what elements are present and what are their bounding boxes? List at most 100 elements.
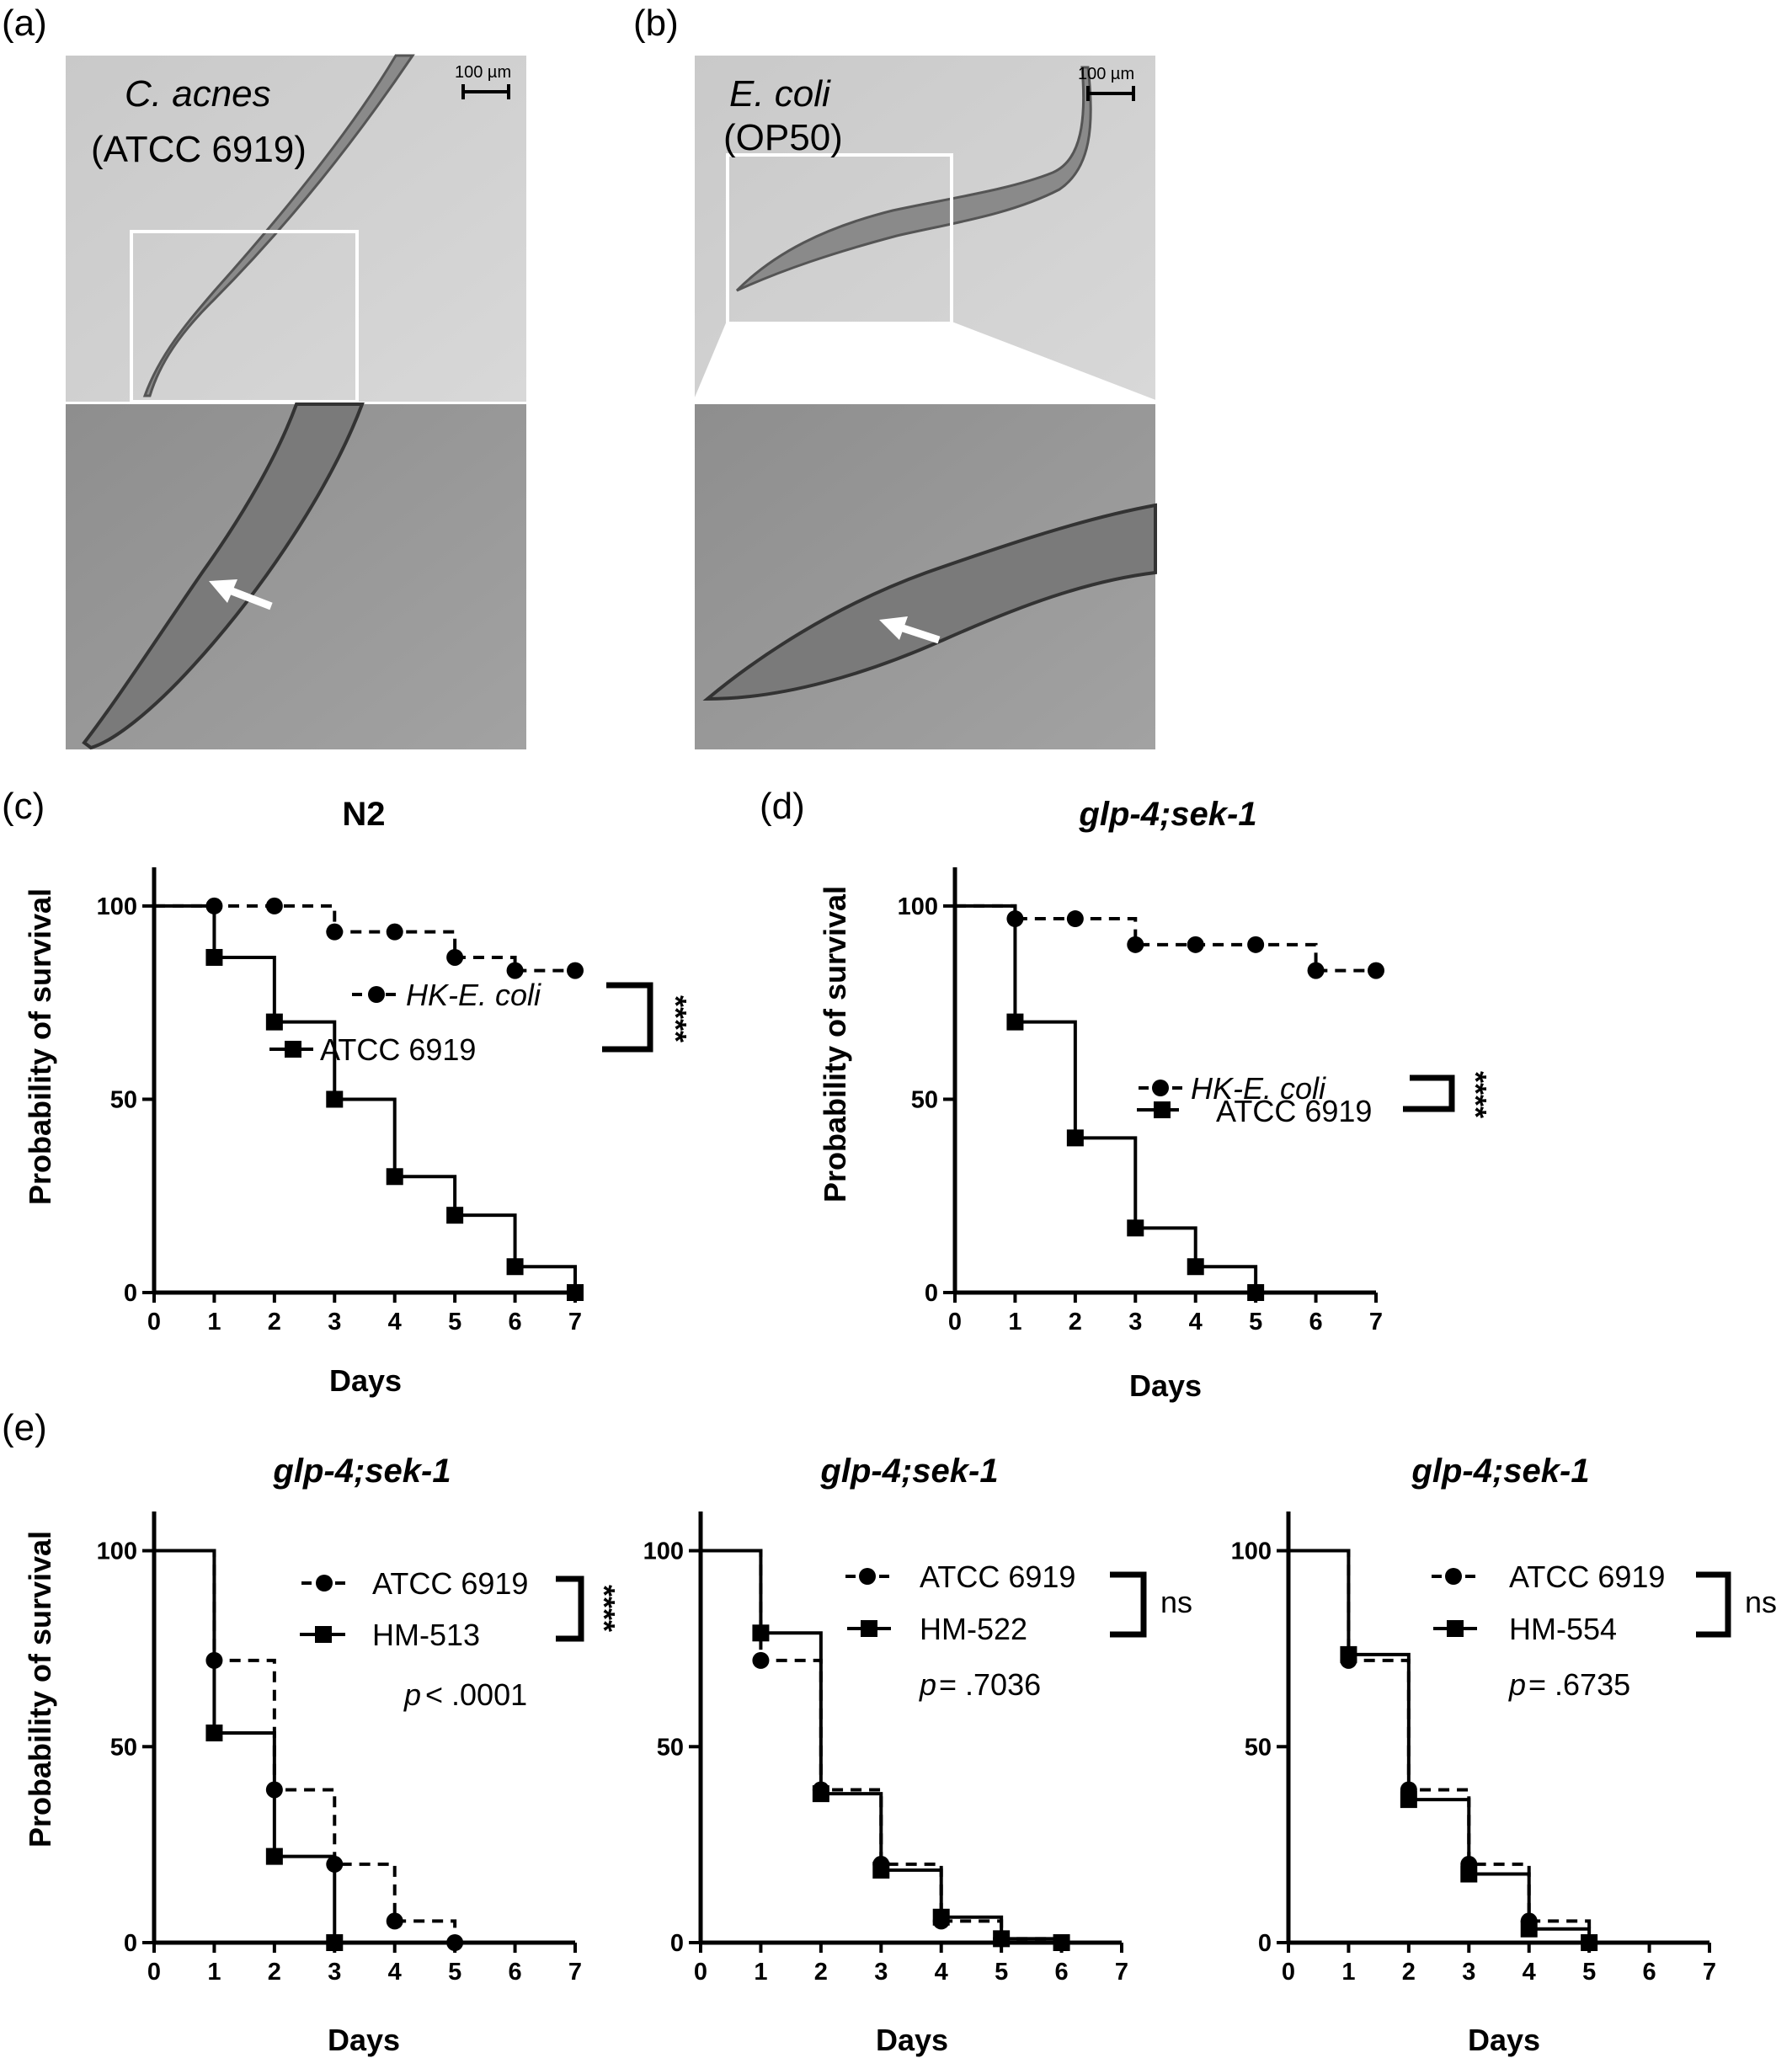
point-c-1-7 [567, 1284, 584, 1301]
x-tick-label-c-7: 7 [568, 1309, 582, 1336]
y-tick-label-e1-0: 0 [124, 1930, 137, 1957]
scale-bar-b: 100 µm [1078, 65, 1135, 101]
chart-e2-legend: ATCC 6919 HM-522 p = .7036 ns [845, 1559, 1192, 1702]
point-e2-1-4 [932, 1908, 950, 1926]
scale-bar-a: 100 µm [455, 63, 511, 99]
y-tick-label-e2-100: 100 [643, 1538, 684, 1565]
legend-e2-item-1: HM-522 [847, 1612, 1027, 1646]
point-c-1-3 [326, 1090, 344, 1108]
legend-e3-item-0: ATCC 6919 [1432, 1559, 1665, 1594]
legend-e2-item-0: ATCC 6919 [845, 1559, 1075, 1594]
chart-c-ylabel: Probability of survival [23, 888, 57, 1205]
chart-d-title: glp-4;sek-1 [1078, 796, 1256, 833]
y-tick-label-e3-50: 50 [1245, 1734, 1272, 1761]
point-e3-1-5 [1581, 1934, 1598, 1951]
chart-e3-plot: 0 1 2 3 4 5 6 7 0 50 100 [1231, 1512, 1716, 1986]
chart-e2: glp-4;sek-1 Days 0 1 2 3 4 5 6 7 0 50 100 ATCC 691… [643, 1453, 1192, 2057]
series-line-e2-1 [701, 1549, 1064, 1943]
worm-b-bottom [702, 503, 1157, 701]
point-d-1-3 [1127, 1219, 1144, 1237]
y-tick-label-e2-50: 50 [657, 1734, 684, 1761]
legend-e3-label-0: ATCC 6919 [1509, 1559, 1665, 1594]
y-tick-label-e1-50: 50 [110, 1734, 137, 1761]
point-e2-1-5 [993, 1930, 1011, 1948]
chart-c: (c) N2 Probability of survival Days 0 1 2 3… [2, 786, 693, 1398]
bracket-e1 [556, 1575, 584, 1642]
micrograph-a-title-line2: (ATCC 6919) [91, 129, 307, 170]
point-c-0-7 [567, 962, 584, 979]
chart-e1-title: glp-4;sek-1 [272, 1453, 451, 1490]
x-tick-label-e3-1: 1 [1341, 1959, 1355, 1986]
y-tick-label-d-100: 100 [898, 893, 938, 920]
point-c-0-5 [446, 948, 464, 966]
chart-e3: glp-4;sek-1 Days 0 1 2 3 4 5 6 7 0 50 100 ATCC 691… [1231, 1453, 1777, 2057]
chart-e1-plot: 0 1 2 3 4 5 6 7 0 50 100 [97, 1512, 582, 1986]
y-tick-label-c-50: 50 [110, 1086, 137, 1113]
y-tick-label-e3-100: 100 [1231, 1538, 1272, 1565]
chart-c-plot: 0 1 2 3 4 5 6 7 0 50 100 [97, 867, 584, 1336]
point-d-0-3 [1127, 936, 1144, 953]
chart-c-xlabel: Days [329, 1363, 402, 1398]
x-tick-label-d-0: 0 [948, 1309, 962, 1336]
x-tick-label-e1-5: 5 [448, 1959, 461, 1986]
point-d-0-4 [1187, 936, 1204, 953]
pvalue-e2-p: p [919, 1667, 936, 1702]
inset-box-b [726, 153, 953, 325]
legend-e1-item-0: ATCC 6919 [301, 1566, 528, 1601]
pvalue-e3: = .6735 [1528, 1667, 1630, 1702]
y-tick-label-d-50: 50 [911, 1086, 938, 1113]
legend-e2-label-1: HM-522 [920, 1612, 1027, 1646]
x-tick-label-e3-2: 2 [1402, 1959, 1416, 1986]
point-e2-1-3 [872, 1861, 890, 1879]
chart-e1: (e) glp-4;sek-1 Probability of survival … [2, 1407, 621, 2057]
y-tick-label-c-100: 100 [97, 893, 137, 920]
point-e1-0-4 [386, 1912, 403, 1930]
x-tick-label-c-6: 6 [509, 1309, 522, 1336]
point-e3-1-4 [1520, 1920, 1538, 1938]
worm-a-top [142, 54, 415, 397]
x-tick-label-e2-5: 5 [995, 1959, 1008, 1986]
chart-c-legend: HK-E. coli ATCC 6919 **** [269, 978, 693, 1067]
panel-label-b: (b) [633, 3, 679, 44]
y-tick-label-d-0: 0 [925, 1280, 938, 1307]
legend-e1-label-0: ATCC 6919 [372, 1566, 528, 1601]
y-tick-label-e3-0: 0 [1258, 1930, 1272, 1957]
x-tick-label-e2-4: 4 [935, 1959, 948, 1986]
point-d-0-7 [1368, 962, 1384, 979]
x-tick-label-e1-1: 1 [207, 1959, 221, 1986]
pvalue-e3-p: p [1508, 1667, 1526, 1702]
x-tick-label-e3-0: 0 [1282, 1959, 1295, 1986]
y-tick-label-e1-100: 100 [97, 1538, 137, 1565]
legend-c-label-1: ATCC 6919 [320, 1032, 476, 1067]
point-d-0-5 [1247, 936, 1265, 953]
point-c-1-5 [446, 1207, 464, 1224]
chart-e3-legend: ATCC 6919 HM-554 p = .6735 ns [1432, 1559, 1777, 1702]
micrograph-a-top [66, 56, 526, 402]
sig-d: **** [1459, 1071, 1493, 1118]
y-tick-label-c-0: 0 [124, 1280, 137, 1307]
scale-bar-a-label: 100 µm [455, 63, 511, 82]
x-tick-label-e3-4: 4 [1523, 1959, 1536, 1986]
bracket-d [1403, 1074, 1455, 1112]
series-line-e1-0 [154, 1549, 457, 1943]
bracket-c [602, 982, 653, 1053]
point-e2-1-2 [812, 1785, 829, 1803]
x-tick-label-d-3: 3 [1128, 1309, 1142, 1336]
x-tick-label-e3-5: 5 [1582, 1959, 1596, 1986]
x-tick-label-d-1: 1 [1008, 1309, 1021, 1336]
bracket-e3 [1696, 1571, 1731, 1638]
chart-d-xlabel: Days [1129, 1368, 1202, 1403]
x-tick-label-e1-7: 7 [568, 1959, 582, 1986]
x-tick-label-d-6: 6 [1309, 1309, 1323, 1336]
series-line-e3-0 [1288, 1549, 1592, 1943]
chart-d-plot: 0 1 2 3 4 5 6 7 0 50 100 [898, 867, 1384, 1336]
point-c-0-6 [506, 962, 524, 979]
legend-e2-label-0: ATCC 6919 [920, 1559, 1075, 1594]
x-tick-label-c-5: 5 [448, 1309, 461, 1336]
series-line-e2-0 [701, 1549, 1064, 1943]
point-e1-0-5 [446, 1934, 464, 1951]
series-line-d-0 [955, 904, 1376, 973]
point-d-0-6 [1307, 962, 1325, 979]
x-tick-label-e1-6: 6 [509, 1959, 522, 1986]
